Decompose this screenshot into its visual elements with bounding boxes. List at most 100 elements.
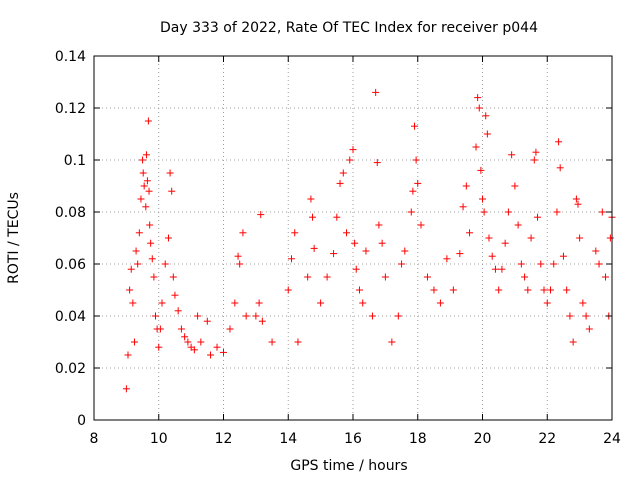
data-point (546, 286, 554, 294)
data-point (155, 343, 163, 351)
data-point (459, 203, 467, 211)
data-point (137, 195, 145, 203)
data-point (291, 229, 299, 237)
data-point (226, 325, 234, 333)
data-point (184, 338, 192, 346)
data-point (602, 273, 610, 281)
data-point (585, 325, 593, 333)
x-tick-label: 10 (150, 431, 168, 447)
data-point (563, 286, 571, 294)
data-point (414, 179, 422, 187)
data-point (508, 151, 516, 159)
data-point (592, 247, 600, 255)
data-point (294, 338, 302, 346)
data-point (582, 312, 590, 320)
data-point (514, 221, 522, 229)
data-point (164, 234, 172, 242)
data-point (595, 260, 603, 268)
data-point (498, 265, 506, 273)
data-point (213, 343, 221, 351)
data-point (537, 260, 545, 268)
y-tick-label: 0.12 (55, 101, 86, 117)
data-point (236, 260, 244, 268)
x-axis-label: GPS time / hours (290, 458, 407, 474)
data-point (140, 182, 148, 190)
data-point (268, 338, 276, 346)
data-point (409, 187, 417, 195)
data-point (407, 208, 415, 216)
data-point (168, 187, 176, 195)
data-point (388, 338, 396, 346)
ticks-layer: 0 0.02 0.04 0.06 0.08 0.1 0.12 0.14 8 10 12 14 16 18 2… (55, 49, 621, 447)
data-point (126, 286, 134, 294)
data-point (417, 221, 425, 229)
x-tick-label: 24 (603, 431, 621, 447)
data-point (203, 317, 211, 325)
data-point (477, 166, 485, 174)
data-point (466, 229, 474, 237)
data-point (569, 338, 577, 346)
data-point (555, 138, 563, 146)
data-point (517, 260, 525, 268)
data-point (504, 208, 512, 216)
data-point (333, 213, 341, 221)
data-point (362, 247, 370, 255)
data-point (287, 255, 295, 263)
data-point (530, 156, 538, 164)
x-tick-label: 12 (215, 431, 233, 447)
data-point (130, 338, 138, 346)
data-point (540, 286, 548, 294)
y-tick-label: 0.08 (55, 205, 86, 221)
data-point (359, 299, 367, 307)
y-tick-label: 0.04 (55, 309, 86, 325)
data-point (194, 312, 202, 320)
data-point (134, 260, 142, 268)
data-point (443, 255, 451, 263)
data-point (122, 385, 130, 393)
y-tick-label: 0.1 (64, 153, 86, 169)
data-point (309, 213, 317, 221)
data-point (495, 286, 503, 294)
data-point (220, 348, 227, 356)
y-tick-label: 0.14 (55, 49, 86, 65)
data-point (479, 195, 486, 203)
chart-title: Day 333 of 2022, Rate Of TEC Index for r… (160, 20, 538, 36)
data-point (144, 117, 152, 125)
data-point (142, 151, 150, 159)
data-points-layer (122, 88, 616, 393)
data-point (127, 265, 135, 273)
data-point (343, 229, 351, 237)
data-point (375, 221, 383, 229)
data-point (368, 312, 376, 320)
data-point (398, 260, 406, 268)
data-point (177, 325, 185, 333)
data-point (258, 317, 266, 325)
data-point (553, 208, 561, 216)
data-point (143, 177, 151, 185)
data-point (423, 273, 431, 281)
data-point (197, 338, 205, 346)
data-point (483, 130, 491, 138)
data-point (412, 156, 420, 164)
data-point (255, 299, 263, 307)
data-point (158, 299, 166, 307)
data-point (566, 312, 574, 320)
data-point (351, 239, 359, 247)
data-point (456, 250, 464, 258)
data-point (132, 247, 140, 255)
x-tick-label: 20 (474, 431, 492, 447)
data-point (330, 250, 338, 258)
data-point (532, 148, 540, 156)
data-point (475, 104, 483, 112)
data-point (430, 286, 438, 294)
data-point (139, 169, 147, 177)
data-point (378, 239, 386, 247)
data-point (234, 252, 242, 260)
data-point (606, 234, 614, 242)
x-tick-label: 16 (344, 431, 362, 447)
data-point (207, 351, 215, 359)
data-point (480, 208, 488, 216)
x-tick-label: 8 (90, 431, 99, 447)
data-point (598, 208, 606, 216)
data-point (346, 156, 354, 164)
